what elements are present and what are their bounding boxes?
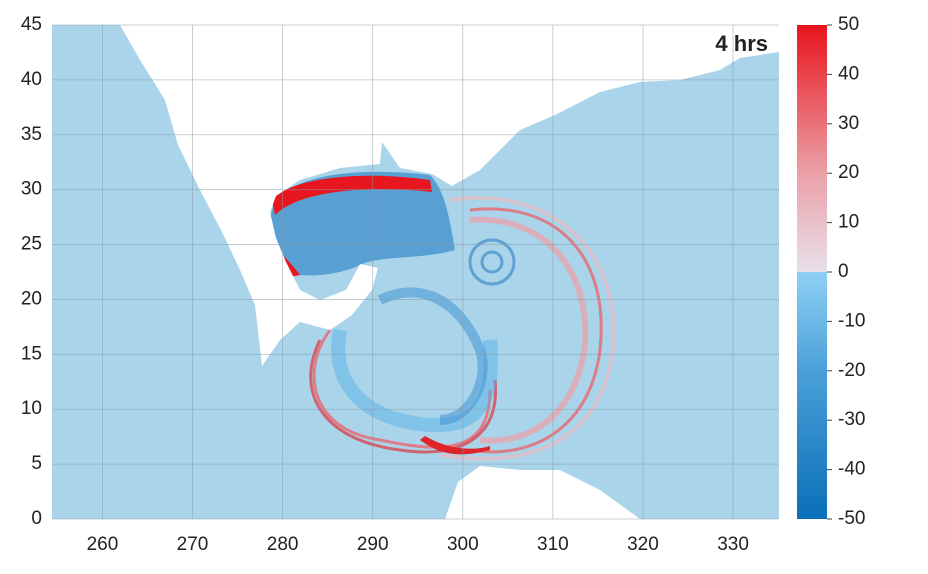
land — [445, 466, 640, 519]
y-tick-label: 20 — [21, 288, 42, 309]
x-tick-label: 300 — [447, 534, 479, 555]
colorbar-tick-label: 0 — [838, 261, 849, 282]
y-tick-label: 25 — [21, 234, 42, 255]
y-tick-label: 30 — [21, 179, 42, 200]
x-tick-label: 270 — [177, 534, 209, 555]
colorbar — [797, 25, 827, 519]
x-tick-label: 290 — [357, 534, 389, 555]
y-tick-label: 40 — [21, 69, 42, 90]
wave-crest — [272, 175, 432, 215]
colorbar-tick-label: -20 — [838, 360, 865, 381]
colorbar-tick-label: 10 — [838, 212, 859, 233]
y-tick-label: 10 — [21, 398, 42, 419]
colorbar-tick-label: -30 — [838, 409, 865, 430]
colorbar-tick-label: 30 — [838, 113, 859, 134]
colorbar-tick-label: -50 — [838, 508, 865, 529]
y-tick-label: 45 — [21, 14, 42, 35]
wave-front — [270, 171, 455, 276]
x-tick-label: 320 — [627, 534, 659, 555]
y-tick-label: 0 — [31, 508, 42, 529]
x-tick-label: 310 — [537, 534, 569, 555]
map-field — [52, 25, 779, 519]
y-tick-label: 15 — [21, 343, 42, 364]
y-tick-label: 35 — [21, 124, 42, 145]
x-tick-label: 330 — [717, 534, 749, 555]
colorbar-tick-label: -10 — [838, 310, 865, 331]
colorbar-tick-label: 50 — [838, 14, 859, 35]
x-tick-label: 260 — [87, 534, 119, 555]
land — [120, 25, 779, 366]
colorbar-tick-label: -40 — [838, 459, 865, 480]
y-tick-label: 5 — [31, 453, 42, 474]
colorbar-tick-label: 40 — [838, 63, 859, 84]
wave-crest — [420, 436, 490, 455]
x-tick-label: 280 — [267, 534, 299, 555]
colorbar-tick-label: 20 — [838, 162, 859, 183]
annotation: 4 hrs — [715, 31, 768, 56]
